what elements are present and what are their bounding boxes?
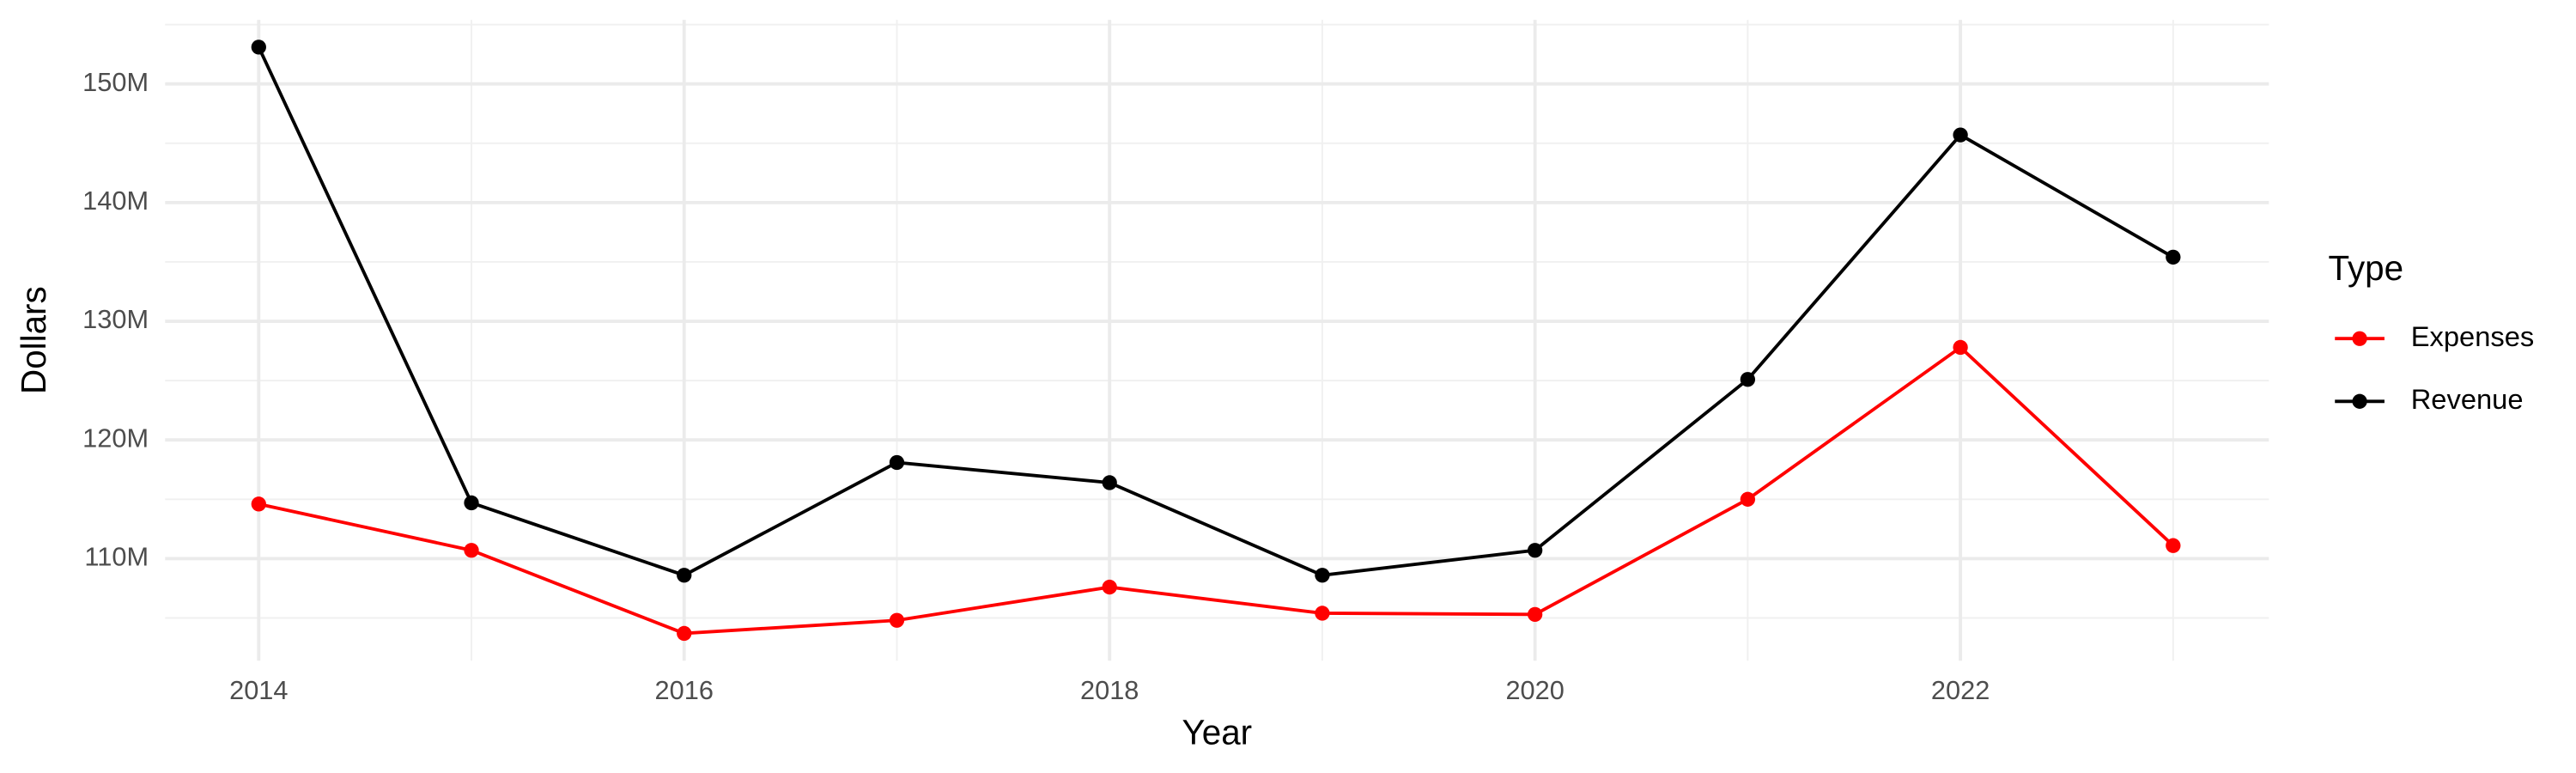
data-point — [1740, 491, 1756, 507]
data-point — [1315, 568, 1330, 583]
data-point — [1528, 606, 1543, 622]
grid — [165, 20, 2269, 661]
legend: Type Expenses Revenue — [2329, 248, 2535, 415]
data-point — [677, 568, 692, 583]
data-point — [1102, 475, 1117, 490]
legend-title: Type — [2329, 248, 2404, 288]
legend-label: Revenue — [2411, 383, 2524, 415]
data-point — [2166, 538, 2181, 553]
series-line — [258, 344, 2175, 636]
data-point — [1953, 339, 1968, 356]
y-tick-label: 130M — [82, 304, 149, 334]
series-line — [257, 46, 2174, 577]
y-tick-label: 150M — [82, 67, 149, 97]
x-tick-label: 2020 — [1505, 675, 1564, 705]
y-axis-title: Dollars — [14, 286, 53, 394]
data-point — [251, 40, 266, 55]
legend-marker — [2352, 331, 2367, 346]
y-tick-label: 110M — [84, 542, 149, 572]
data-point — [1953, 127, 1968, 143]
data-point — [1315, 606, 1330, 621]
data-point — [464, 543, 479, 558]
data-point — [1740, 372, 1756, 387]
data-point — [677, 625, 692, 642]
plot-area — [251, 40, 2181, 642]
data-point — [251, 496, 266, 512]
x-tick-label: 2022 — [1931, 675, 1990, 705]
x-tick-label: 2016 — [655, 675, 714, 705]
data-point — [2166, 249, 2181, 265]
data-point — [889, 612, 905, 628]
x-tick-label: 2018 — [1080, 675, 1139, 705]
data-point — [1102, 579, 1117, 595]
legend-marker — [2352, 393, 2367, 409]
data-point — [889, 454, 905, 471]
data-point — [464, 495, 479, 511]
x-axis-title: Year — [1182, 712, 1253, 752]
data-point — [1528, 543, 1543, 558]
y-tick-label: 120M — [82, 423, 149, 453]
legend-label: Expenses — [2411, 320, 2535, 352]
x-tick-label: 2014 — [229, 675, 288, 705]
y-tick-label: 140M — [82, 186, 149, 216]
